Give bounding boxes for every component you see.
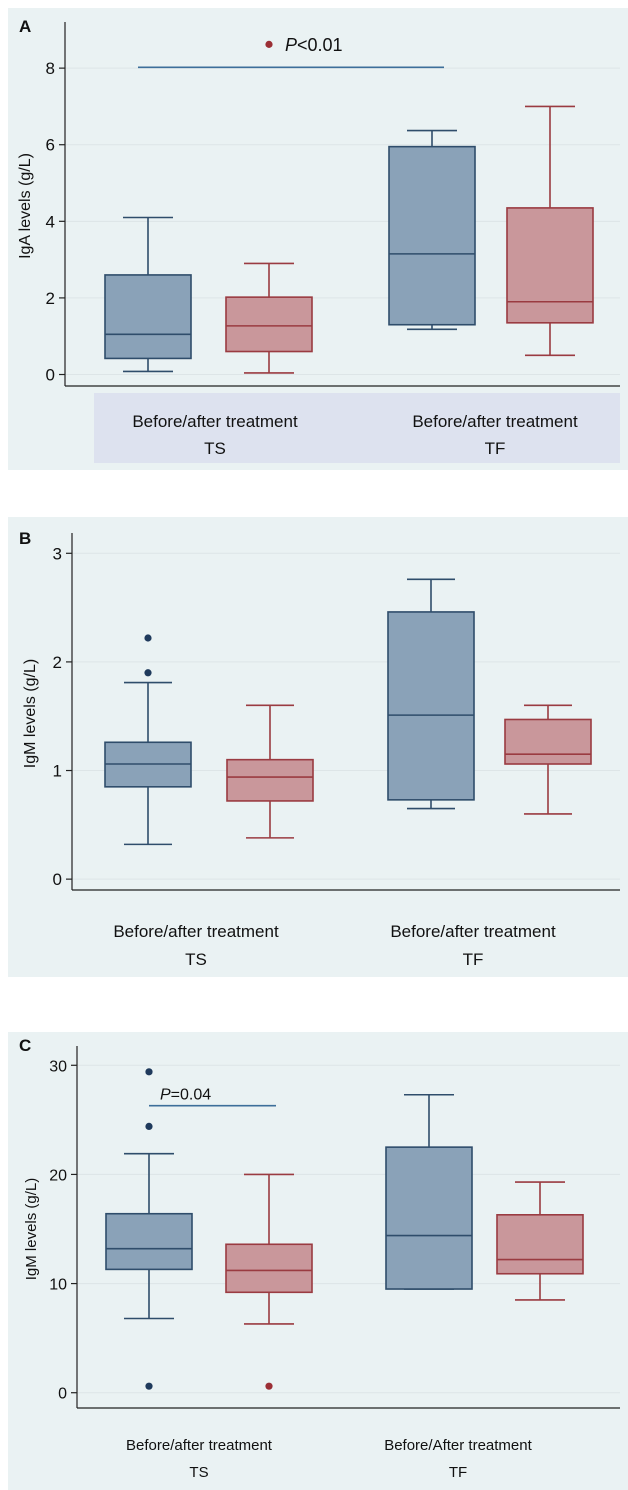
group-label-line1: Before/after treatment xyxy=(126,1437,273,1454)
panel-letter: C xyxy=(19,1036,31,1055)
box-before-tf xyxy=(388,129,476,331)
box-before-ts xyxy=(104,634,192,846)
group-label-line2: TF xyxy=(485,439,506,458)
y-tick-label: 30 xyxy=(49,1058,67,1075)
outlier-point xyxy=(145,1068,153,1076)
group-label-line2: TS xyxy=(204,439,226,458)
group-label-line2: TS xyxy=(189,1464,208,1481)
group-label-line1: Before/after treatment xyxy=(113,922,279,941)
box-before-ts xyxy=(104,216,192,373)
outlier-point xyxy=(265,1382,273,1390)
box-after-ts xyxy=(226,704,314,839)
y-tick-label: 0 xyxy=(53,870,62,889)
panel-c: 0 10 20 30 IgM levels (g/L) C P=0.04 Before/aft… xyxy=(8,1032,628,1490)
box-before-tf xyxy=(385,1093,473,1290)
y-tick-label: 10 xyxy=(49,1277,67,1294)
panel-b: 0 1 2 3 IgM levels (g/L) B Before/after treatm… xyxy=(8,517,628,977)
group-label-line1: Before/after treatment xyxy=(390,922,556,941)
y-axis-label: IgM levels (g/L) xyxy=(22,659,39,768)
p-value-label: P=0.04 xyxy=(160,1087,211,1104)
box-after-ts xyxy=(225,1173,313,1390)
p-value-prefix: P xyxy=(285,35,297,55)
box-after-tf xyxy=(504,704,592,815)
box-before-tf xyxy=(387,578,475,810)
iqr-box xyxy=(385,1146,473,1290)
group-label-line1: Before/After treatment xyxy=(384,1437,532,1454)
group-label-line1: Before/after treatment xyxy=(132,412,298,431)
group-label-line2: TF xyxy=(449,1464,467,1481)
y-tick-label: 1 xyxy=(53,762,62,781)
group-label-line1: Before/after treatment xyxy=(412,412,578,431)
iqr-box xyxy=(105,1212,193,1271)
p-value-text: =0.04 xyxy=(171,1087,212,1104)
iqr-box xyxy=(225,1243,313,1294)
outlier-point xyxy=(145,1122,153,1131)
iqr-box xyxy=(104,274,192,360)
y-tick-label: 0 xyxy=(58,1386,67,1403)
iqr-box xyxy=(506,207,594,324)
box-after-tf xyxy=(506,105,594,357)
y-axis-label: IgM levels (g/L) xyxy=(23,1178,40,1281)
iqr-box xyxy=(504,718,592,765)
panel-a: 0 2 4 6 8 IgA levels (g/L) A P<0.01 Before/after… xyxy=(8,8,628,470)
y-axis-label: IgA levels (g/L) xyxy=(17,153,34,259)
y-tick-label: 2 xyxy=(53,653,62,672)
iqr-box xyxy=(225,296,313,353)
iqr-box xyxy=(226,758,314,802)
outlier-point xyxy=(265,40,273,48)
y-tick-label: 8 xyxy=(46,59,55,78)
box-after-ts xyxy=(225,40,313,374)
iqr-box xyxy=(496,1214,584,1275)
chart-b-svg: 0 1 2 3 IgM levels (g/L) B Before/after treatm… xyxy=(19,529,620,969)
y-tick-label: 20 xyxy=(49,1167,67,1184)
outlier-point xyxy=(145,1382,153,1390)
outlier-point xyxy=(144,634,152,642)
p-value-text: <0.01 xyxy=(297,35,343,55)
y-tick-label: 2 xyxy=(46,289,55,308)
chart-c-svg: 0 10 20 30 IgM levels (g/L) C P=0.04 Before/aft… xyxy=(19,1036,620,1481)
group-label-line2: TF xyxy=(463,950,484,969)
group-label-band xyxy=(94,393,620,463)
box-after-tf xyxy=(496,1181,584,1301)
y-tick-label: 4 xyxy=(46,212,55,231)
y-tick-label: 0 xyxy=(46,366,55,385)
box-before-ts xyxy=(105,1068,193,1390)
p-value-label: P<0.01 xyxy=(285,35,343,55)
panel-letter: A xyxy=(19,17,31,36)
panel-letter: B xyxy=(19,529,31,548)
y-tick-label: 6 xyxy=(46,136,55,155)
outlier-point xyxy=(144,669,152,677)
p-value-prefix: P xyxy=(160,1087,171,1104)
iqr-box xyxy=(387,611,475,801)
group-label-line2: TS xyxy=(185,950,207,969)
y-tick-label: 3 xyxy=(53,544,62,563)
iqr-box xyxy=(388,145,476,326)
chart-a-svg: 0 2 4 6 8 IgA levels (g/L) A P<0.01 Before/after… xyxy=(17,17,620,463)
